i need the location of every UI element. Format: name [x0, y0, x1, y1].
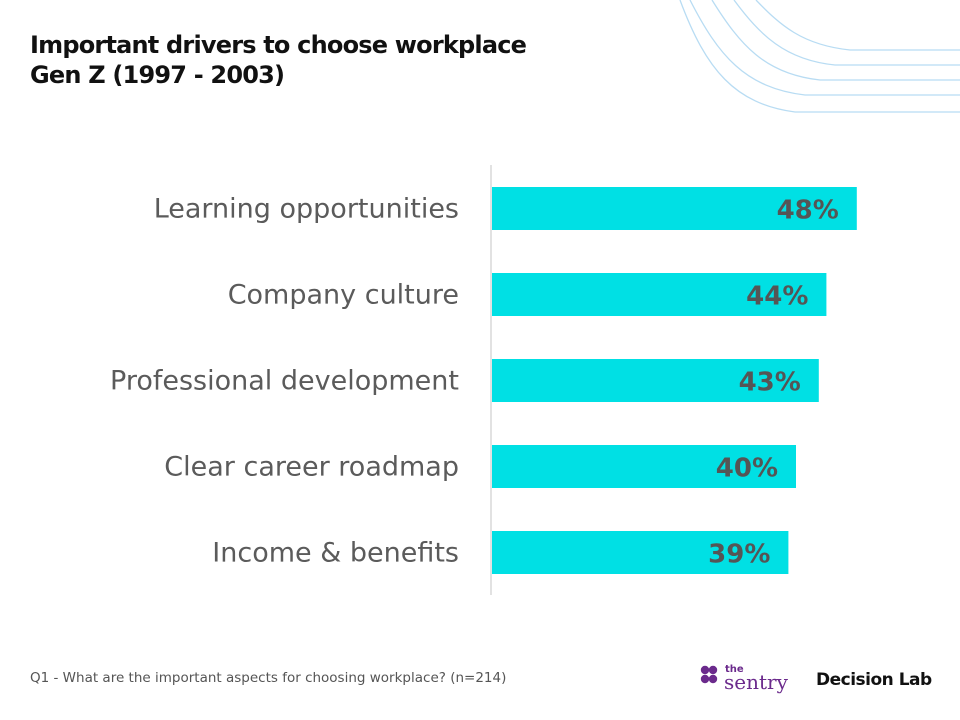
- bar: [492, 445, 796, 488]
- category-label: Clear career roadmap: [164, 452, 459, 483]
- value-label: 43%: [739, 368, 801, 398]
- category-label: Income & benefits: [212, 538, 459, 569]
- chart-title: Important drivers to choose workplace Ge…: [30, 30, 527, 90]
- footnote: Q1 - What are the important aspects for …: [30, 670, 507, 686]
- value-label: 48%: [777, 196, 839, 226]
- logo-dot: [708, 665, 718, 675]
- logo-dot: [700, 665, 710, 675]
- bar: [492, 359, 819, 402]
- bar: [492, 273, 827, 316]
- title-line-2: Gen Z (1997 - 2003): [30, 61, 285, 89]
- the-sentry-logo: the sentry: [700, 664, 789, 694]
- decision-lab-logo: Decision Lab: [816, 670, 932, 690]
- logo-dot: [708, 674, 718, 684]
- category-label: Company culture: [228, 280, 459, 311]
- value-label: 44%: [746, 282, 808, 312]
- value-label: 40%: [716, 454, 778, 484]
- category-label: Learning opportunities: [154, 194, 459, 225]
- logo-dot: [700, 674, 710, 684]
- value-label: 39%: [708, 540, 770, 570]
- bar: [492, 187, 857, 230]
- category-label: Professional development: [110, 366, 459, 397]
- title-line-1: Important drivers to choose workplace: [30, 31, 527, 59]
- logo-text-sentry: sentry: [724, 670, 789, 694]
- logo-text-the: the: [725, 664, 744, 675]
- bar: [492, 531, 789, 574]
